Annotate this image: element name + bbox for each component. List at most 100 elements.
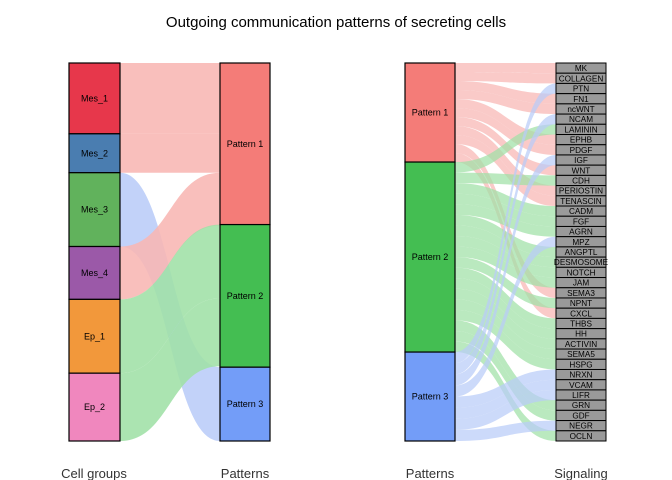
flow-pattern-1-to-mk — [455, 63, 556, 74]
cell-node-label: Mes_3 — [81, 205, 108, 215]
flow-pattern-2-to-thbs — [455, 267, 556, 329]
flow-pattern-2-to-gdf — [455, 330, 556, 421]
signal-node-label: ACTIVIN — [565, 340, 597, 349]
flow-pattern-3-to-igf — [455, 154, 556, 386]
signal-node-label: THBS — [570, 320, 592, 329]
pattern-node-right-2 — [404, 161, 456, 353]
signal-node-label: PTN — [573, 85, 589, 94]
signal-node-label: NEGR — [569, 422, 593, 431]
signal-node-label: VCAM — [569, 381, 593, 390]
pattern-node-right-1 — [404, 62, 456, 163]
flow-pattern-1-to-collagen — [455, 72, 556, 84]
pattern-node-label: Pattern 2 — [227, 291, 264, 301]
pattern-node-left-3 — [219, 366, 271, 442]
signal-node-label: ANGPTL — [565, 248, 598, 257]
cell-node-ep-2 — [68, 372, 121, 442]
figure-title: Outgoing communication patterns of secre… — [166, 14, 506, 31]
signal-node-label: HH — [575, 330, 587, 339]
cell-node-label: Mes_1 — [81, 93, 108, 103]
pattern-node-left-1 — [219, 62, 271, 226]
pattern-nodes-right: Pattern 1 Pattern 2 Pattern 3 — [404, 62, 456, 442]
flow-pattern-2-to-hh — [455, 278, 556, 339]
axis-label-signaling: Signaling — [554, 466, 608, 480]
flow-ep-2-to-pattern-2 — [120, 298, 220, 441]
signal-node-label: DESMOSOME — [554, 258, 609, 267]
flow-pattern-2-to-laminin — [455, 124, 556, 173]
axis-label-patterns-right: Patterns — [406, 466, 455, 480]
pattern-node-label: Pattern 1 — [412, 108, 449, 118]
flow-pattern-3-to-nrxn — [455, 369, 556, 408]
signal-node-label: FGF — [573, 217, 589, 226]
flow-mes-1-to-pattern-1 — [120, 63, 220, 134]
signal-node-label: IGF — [574, 156, 588, 165]
signal-node-label: TENASCIN — [560, 197, 601, 206]
signal-node-label: COLLAGEN — [559, 74, 604, 83]
flow-pattern-2-to-npnt — [455, 257, 556, 309]
pattern-node-label: Pattern 3 — [412, 392, 449, 402]
signal-node-label: SEMA5 — [567, 350, 595, 359]
signal-node-label: NPNT — [570, 299, 592, 308]
pattern-node-left-2 — [219, 223, 271, 368]
cell-to-pattern-flows — [120, 63, 220, 441]
signal-node-label: JAM — [573, 279, 590, 288]
signal-node-label: OCLN — [570, 432, 593, 441]
flow-pattern-3-to-mpz — [455, 236, 556, 397]
signal-node-label: GDF — [572, 411, 589, 420]
signal-node-label: NRXN — [569, 371, 592, 380]
flow-pattern-3-to-negr — [455, 420, 556, 441]
flow-pattern-1-to-periostin — [455, 126, 556, 196]
signal-node-label: GRN — [572, 401, 590, 410]
flow-ep-1-to-pattern-2 — [120, 224, 220, 374]
axis-label-patterns-left: Patterns — [221, 466, 270, 480]
cell-node-label: Ep_1 — [84, 331, 105, 341]
signal-node-label: LAMININ — [564, 125, 597, 134]
signal-node-label: FN1 — [573, 95, 589, 104]
flow-pattern-1-to-tenascin — [455, 135, 556, 207]
flow-mes-2-to-pattern-1 — [120, 133, 220, 173]
cell-node-label: Mes_4 — [81, 268, 108, 278]
signal-node-label: NOTCH — [566, 268, 595, 277]
signal-node-label: HSPG — [569, 360, 592, 369]
signal-node-label: PERIOSTIN — [559, 187, 603, 196]
flow-pattern-2-to-grn — [455, 320, 556, 411]
flow-pattern-2-to-cdh — [455, 172, 556, 186]
signal-node-label: MK — [575, 64, 588, 73]
pattern-node-label: Pattern 1 — [227, 139, 264, 149]
signal-node-label: CXCL — [570, 309, 592, 318]
flow-pattern-1-to-fn1 — [455, 81, 556, 104]
signal-node-label: NCAM — [569, 115, 593, 124]
flow-pattern-2-to-fgf — [455, 193, 556, 227]
pattern-nodes-left: Pattern 1 Pattern 2 Pattern 3 — [219, 62, 271, 442]
flow-mes-4-to-pattern-1 — [120, 172, 220, 300]
signal-node-label: WNT — [572, 166, 591, 175]
signal-node-label: CDH — [572, 176, 590, 185]
pattern-node-label: Pattern 2 — [412, 252, 449, 262]
signal-node-label: ncWNT — [567, 105, 594, 114]
cell-node-mes-2 — [68, 133, 121, 174]
axis-label-cell-groups: Cell groups — [61, 466, 127, 480]
pattern-to-signaling-flows — [455, 63, 556, 441]
pattern-node-right-3 — [404, 351, 456, 442]
flow-pattern-1-to-ncwnt — [455, 90, 556, 115]
flow-pattern-3-to-ncam — [455, 114, 556, 375]
signal-node-ocln — [555, 430, 607, 442]
signal-node-label: EPHB — [570, 136, 593, 145]
flow-pattern-2-to-cadm — [455, 183, 556, 217]
cell-node-label: Ep_2 — [84, 402, 105, 412]
cell-node-label: Mes_2 — [81, 148, 108, 158]
flow-pattern-3-to-vcam — [455, 379, 556, 419]
flow-pattern-2-to-sema5 — [455, 299, 556, 360]
pattern-node-label: Pattern 3 — [227, 399, 264, 409]
signal-node-label: MPZ — [572, 238, 589, 247]
cell-node-mes-4 — [68, 245, 121, 300]
flow-pattern-2-to-angptl — [455, 214, 556, 258]
cell-node-mes-1 — [68, 62, 121, 135]
signal-node-label: CADM — [569, 207, 593, 216]
signal-node-label: LIFR — [572, 391, 590, 400]
cell-node-ep-1 — [68, 298, 121, 374]
cell-group-nodes: Mes_1 Mes_2 Mes_3 Mes_4 Ep_1 Ep_2 — [68, 62, 121, 442]
signal-node-label: SEMA3 — [567, 289, 595, 298]
